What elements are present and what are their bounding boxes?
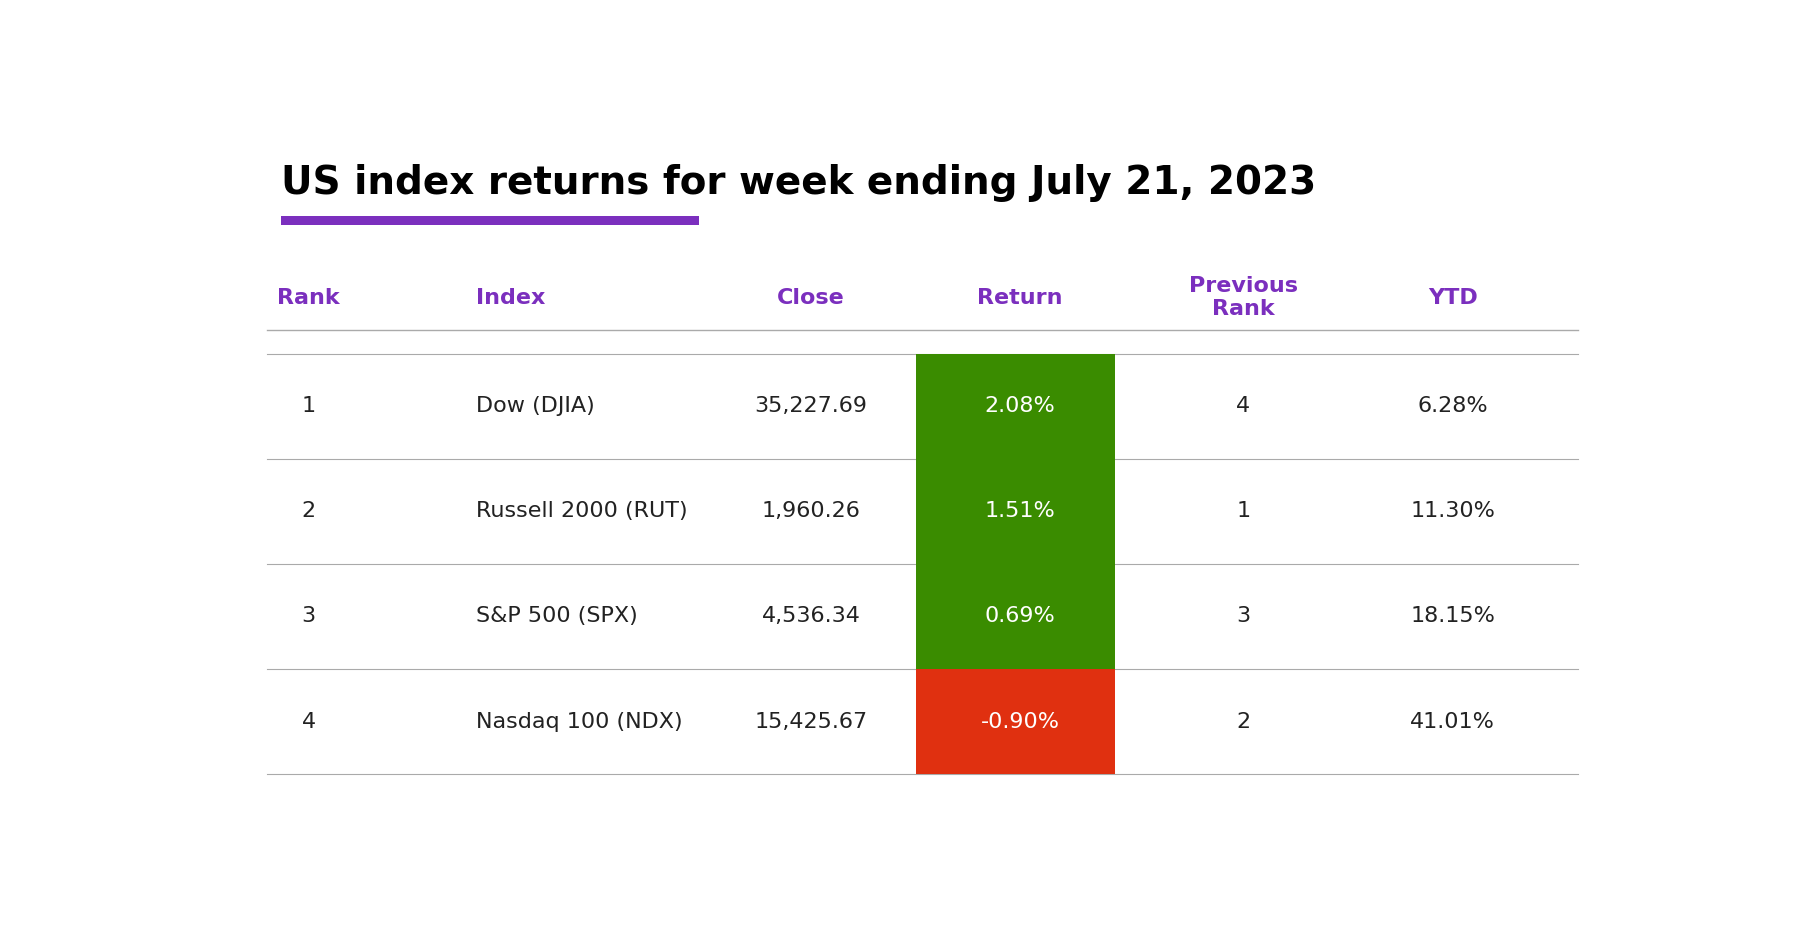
FancyBboxPatch shape xyxy=(916,459,1114,564)
Text: Russell 2000 (RUT): Russell 2000 (RUT) xyxy=(475,502,688,521)
Text: -0.90%: -0.90% xyxy=(981,711,1060,731)
Text: 35,227.69: 35,227.69 xyxy=(754,396,868,416)
Text: 4: 4 xyxy=(302,711,315,731)
Text: 1,960.26: 1,960.26 xyxy=(761,502,860,521)
Text: 18.15%: 18.15% xyxy=(1409,607,1496,627)
Text: 2: 2 xyxy=(1237,711,1251,731)
Text: YTD: YTD xyxy=(1427,288,1478,308)
Text: 2: 2 xyxy=(302,502,315,521)
FancyBboxPatch shape xyxy=(281,215,698,225)
Text: 6.28%: 6.28% xyxy=(1417,396,1489,416)
Text: US index returns for week ending July 21, 2023: US index returns for week ending July 21… xyxy=(281,164,1316,201)
Text: 41.01%: 41.01% xyxy=(1409,711,1496,731)
Text: Dow (DJIA): Dow (DJIA) xyxy=(475,396,594,416)
Text: Nasdaq 100 (NDX): Nasdaq 100 (NDX) xyxy=(475,711,682,731)
Text: 15,425.67: 15,425.67 xyxy=(754,711,868,731)
Text: 3: 3 xyxy=(302,607,315,627)
FancyBboxPatch shape xyxy=(916,354,1114,459)
Text: 1: 1 xyxy=(302,396,315,416)
FancyBboxPatch shape xyxy=(916,669,1114,774)
FancyBboxPatch shape xyxy=(916,564,1114,669)
Text: Close: Close xyxy=(778,288,844,308)
Text: S&P 500 (SPX): S&P 500 (SPX) xyxy=(475,607,637,627)
Text: 4: 4 xyxy=(1237,396,1251,416)
Text: 1: 1 xyxy=(1237,502,1251,521)
Text: 0.69%: 0.69% xyxy=(985,607,1055,627)
Text: Rank: Rank xyxy=(277,288,340,308)
Text: 3: 3 xyxy=(1237,607,1251,627)
Text: 1.51%: 1.51% xyxy=(985,502,1055,521)
Text: 4,536.34: 4,536.34 xyxy=(761,607,860,627)
Text: 11.30%: 11.30% xyxy=(1409,502,1496,521)
Text: Index: Index xyxy=(475,288,545,308)
Text: Previous
Rank: Previous Rank xyxy=(1188,276,1298,319)
Text: Return: Return xyxy=(977,288,1062,308)
Text: 2.08%: 2.08% xyxy=(985,396,1055,416)
